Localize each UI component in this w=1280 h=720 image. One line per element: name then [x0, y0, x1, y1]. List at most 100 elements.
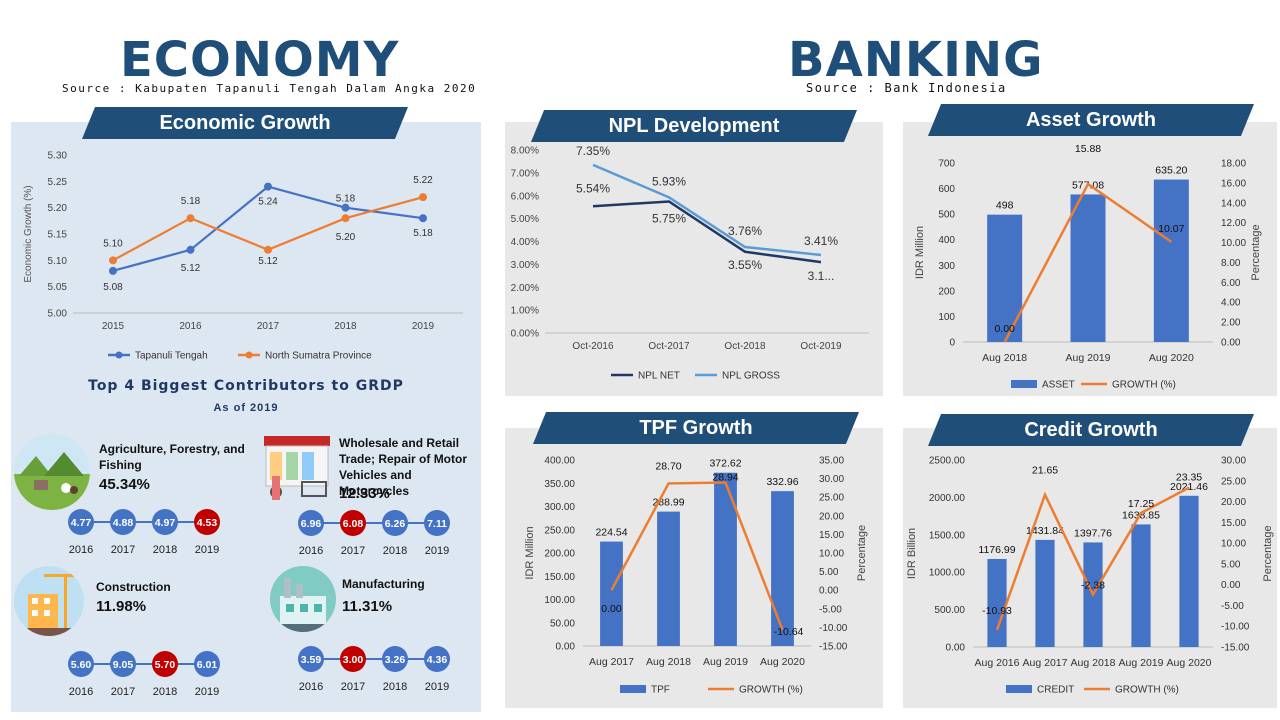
line-data-label: 17.25 [1128, 498, 1154, 510]
y2-tick-label: 0.00 [1221, 338, 1241, 349]
bar [1035, 539, 1055, 647]
y-tick-label: 2000.00 [929, 493, 966, 504]
y2-tick-label: 5.00 [819, 567, 839, 578]
line-data-label: -10.64 [774, 626, 804, 638]
x-tick-label: Aug 2020 [1167, 657, 1212, 669]
trend-dot [424, 646, 450, 672]
y-tick-label: 700 [938, 159, 955, 170]
series-point [186, 245, 195, 254]
y-tick-label: 5.10 [48, 256, 68, 267]
tpf-chart: 0.00 50.00 100.00 150.00 200.00 250.00 300.00 3… [524, 456, 868, 696]
banking-title: BANKING [788, 32, 1044, 88]
trend-year: 2019 [195, 544, 219, 556]
y-tick-label: 6.00% [511, 191, 539, 202]
y-tick-label: 300.00 [544, 502, 575, 513]
x-tick-label: Aug 2017 [1023, 657, 1068, 669]
data-label: 5.75% [652, 211, 686, 225]
x-tick-label: Aug 2020 [760, 656, 805, 668]
series-point [109, 256, 117, 265]
y2-tick-label: 0.00 [1221, 580, 1241, 591]
y2-tick-label: 14.00 [1221, 198, 1246, 209]
trend-year: 2016 [69, 544, 93, 556]
trend-value: 3.00 [343, 654, 364, 666]
x-tick-label: Oct-2016 [572, 341, 614, 352]
data-label: 5.22 [413, 175, 433, 186]
line-data-label: -2.38 [1081, 580, 1105, 592]
bar [657, 511, 680, 646]
bar-data-label: 1431.84 [1026, 525, 1064, 537]
bar-data-label: 372.62 [709, 458, 741, 470]
credit-chart: 0.00 500.00 1000.00 1500.00 2000.00 2500.00 -1… [906, 456, 1274, 696]
x-tick-label: Aug 2019 [703, 656, 748, 668]
series-point [419, 214, 427, 223]
trend-year: 2018 [383, 681, 407, 693]
trend-value: 5.60 [71, 659, 92, 671]
y-tick-label: 8.00% [511, 146, 539, 157]
x-tick-label: 2016 [179, 321, 202, 332]
y2-tick-label: 15.00 [819, 530, 844, 541]
bar-data-label: 1176.99 [978, 544, 1015, 556]
legend-label: NPL NET [638, 371, 680, 382]
data-label: 3.76% [728, 224, 762, 238]
data-label: 5.18 [336, 194, 356, 205]
data-label: 5.54% [576, 181, 610, 195]
contributors-subtitle: As of 2019 [213, 402, 279, 414]
y-tick-label: 600 [938, 184, 955, 195]
data-label: 3.41% [804, 234, 838, 248]
y-axis-label: IDR Million [524, 526, 536, 579]
trend-year: 2019 [195, 686, 219, 698]
tpf-banner: TPF Growth [533, 412, 859, 444]
y-tick-label: 0 [949, 338, 955, 349]
data-label: 5.18 [181, 196, 201, 207]
trend-year: 2019 [425, 681, 449, 693]
x-tick-label: Aug 2018 [646, 656, 691, 668]
y2-tick-label: 12.00 [1221, 218, 1246, 229]
trend-year: 2017 [341, 545, 365, 557]
y2-tick-label: -5.00 [1221, 601, 1244, 612]
bar [1179, 495, 1199, 647]
y2-tick-label: 4.00 [1221, 298, 1241, 309]
bar-data-label: 635.20 [1155, 165, 1187, 177]
contributor-3-pct: 11.98% [96, 598, 147, 615]
bar-data-label: 224.54 [595, 527, 627, 539]
bar [1153, 179, 1189, 342]
legend-label: CREDIT [1037, 685, 1074, 696]
line-data-label: 21.65 [1032, 465, 1058, 477]
trend-dot [110, 651, 136, 677]
contributor-4-name: Manufacturing [342, 577, 425, 591]
legend-label: Tapanuli Tengah [135, 351, 208, 362]
bar-data-label: 498 [996, 200, 1014, 212]
credit-banner: Credit Growth [928, 414, 1254, 446]
y2-tick-label: 6.00 [1221, 278, 1241, 289]
asset-banner: Asset Growth [928, 104, 1254, 136]
legend-label: TPF [651, 685, 670, 696]
y-tick-label: 150.00 [544, 572, 575, 583]
line-data-label: 0.00 [601, 603, 622, 615]
trend-year: 2018 [153, 544, 177, 556]
x-tick-label: 2018 [334, 321, 357, 332]
trend-dot [340, 510, 366, 536]
x-tick-label: Oct-2018 [724, 341, 766, 352]
y2-tick-label: 20.00 [1221, 497, 1246, 508]
bar [987, 558, 1007, 647]
contributors-title: Top 4 Biggest Contributors to GRDP [88, 378, 404, 394]
y-tick-label: 7.00% [511, 168, 539, 179]
trend-year: 2016 [299, 681, 323, 693]
trend-year: 2018 [153, 686, 177, 698]
x-tick-label: 2015 [102, 321, 125, 332]
contributor-4-trend: 3.59 2016 3.00 2017 3.26 2018 4.36 2019 [298, 646, 450, 693]
contributor-2-pct: 12.33% [339, 485, 390, 502]
trend-year: 2018 [383, 545, 407, 557]
contributor-3-name: Construction [96, 580, 171, 594]
trend-dot [194, 509, 220, 535]
y2-tick-label: 15.00 [1221, 518, 1246, 529]
legend-marker [245, 351, 253, 359]
x-tick-label: Oct-2019 [800, 341, 842, 352]
legend-label: GROWTH (%) [739, 685, 803, 696]
trend-dot [68, 651, 94, 677]
y-tick-label: 2500.00 [929, 456, 966, 467]
y-tick-label: 1.00% [511, 306, 539, 317]
trend-year: 2016 [299, 545, 323, 557]
y-tick-label: 400 [938, 235, 955, 246]
bar [1070, 194, 1106, 342]
